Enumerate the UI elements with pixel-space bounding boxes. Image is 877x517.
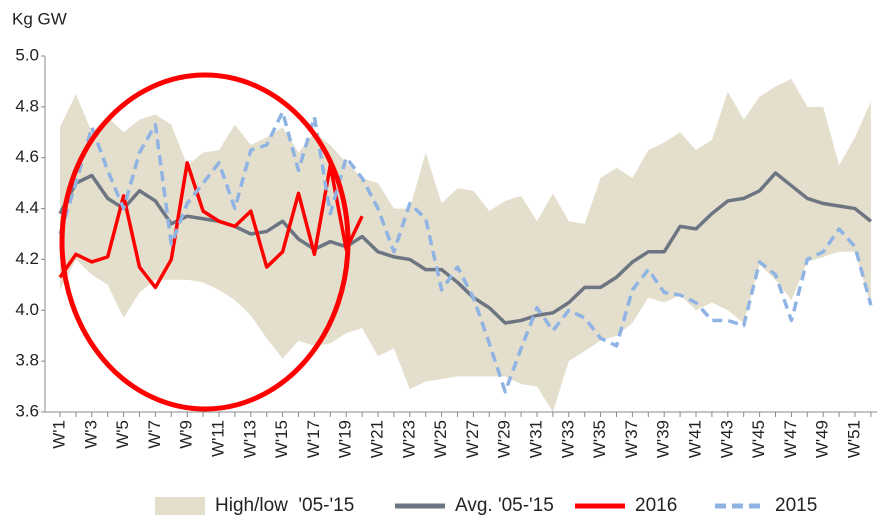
y-tick-label: 3.8: [15, 351, 39, 370]
x-tick-label: W'27: [463, 420, 482, 458]
x-tick-label: W'29: [495, 420, 514, 458]
y-tick-label: 3.6: [15, 401, 39, 420]
x-tick-label: W'7: [145, 420, 164, 449]
x-tick-label: W'17: [304, 420, 323, 458]
highlight-circle: [59, 72, 351, 412]
x-tick-label: W'47: [781, 420, 800, 458]
x-tick-label: W'3: [81, 420, 100, 449]
y-axis-label: Kg GW: [12, 9, 67, 28]
x-tick-label: W'41: [685, 420, 704, 458]
x-tick-label: W'23: [399, 420, 418, 458]
y-tick-label: 4.2: [15, 249, 39, 268]
x-tick-label: W'49: [813, 420, 832, 458]
y-tick-label: 4.0: [15, 300, 39, 319]
legend-label: 2016: [635, 495, 677, 516]
series-line: [58, 110, 873, 394]
x-tick-label: W'19: [336, 420, 355, 458]
x-tick-label: W'35: [590, 420, 609, 458]
x-tick-label: W'21: [367, 420, 386, 458]
y-tick-label: 4.6: [15, 147, 39, 166]
x-tick-label: W'43: [717, 420, 736, 458]
x-tick-label: W'5: [113, 420, 132, 449]
y-tick-label: 4.8: [15, 96, 39, 115]
series-line: [58, 171, 872, 325]
x-tick-label: W'45: [749, 420, 768, 458]
legend-swatch: [155, 497, 205, 515]
legend-label: Avg. '05-'15: [455, 495, 554, 516]
x-tick-label: W'13: [240, 420, 259, 458]
x-tick-label: W'9: [177, 420, 196, 449]
x-tick-label: W'25: [431, 420, 450, 458]
y-tick-label: 5.0: [15, 45, 39, 64]
x-tick-label: W'11: [208, 420, 227, 457]
plot: 3.6 3.8 4.0 4.2 4.4 4.6 4.8 5.0 W'1 W'3 W'5 W'7 W'9 W…: [15, 45, 877, 458]
x-tick-label: W'51: [844, 420, 863, 458]
series-line: [58, 161, 364, 290]
legend-label: High/low '05-'15: [215, 495, 354, 516]
x-tick-label: W'1: [49, 420, 68, 449]
x-tick-label: W'37: [622, 420, 641, 458]
band-area: [60, 78, 871, 412]
y-tick-label: 4.4: [15, 198, 39, 217]
legend-label: 2015: [775, 495, 817, 516]
x-tick-label: W'39: [654, 420, 673, 458]
x-tick-label: W'15: [272, 420, 291, 458]
x-tick-label: W'33: [558, 420, 577, 458]
x-tick-label: W'31: [526, 420, 545, 458]
